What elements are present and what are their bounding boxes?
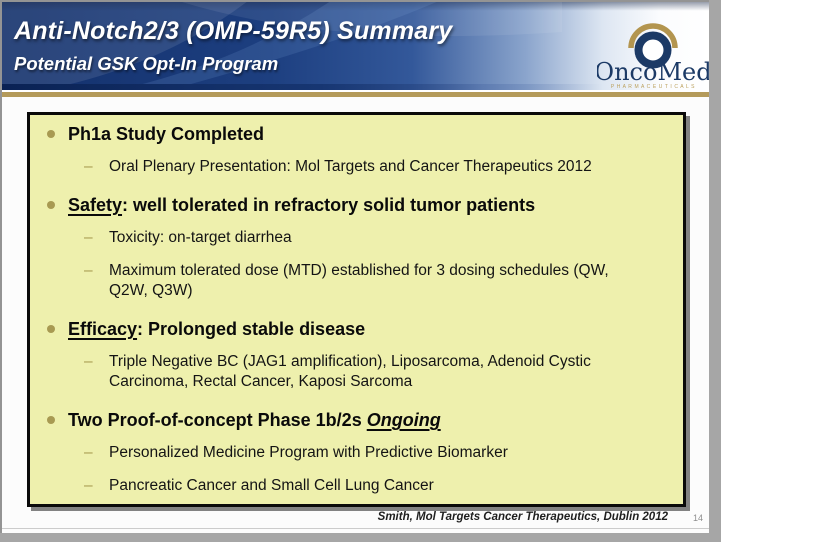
sub-bullet-text: Oral Plenary Presentation: Mol Targets a… [109, 158, 592, 175]
dash-icon: – [84, 477, 93, 494]
slide-bottom-rule [2, 528, 709, 529]
sub-bullet-text: Triple Negative BC (JAG1 amplification),… [109, 353, 591, 390]
frame-bar-right [709, 0, 721, 542]
sub-bullet-mtd: – Maximum tolerated dose (MTD) establish… [84, 261, 675, 301]
header-bottom-strip [2, 84, 709, 90]
main-bullet-text: Two Proof-of-concept Phase 1b/2s Ongoing [68, 410, 441, 430]
header-divider-line [2, 90, 709, 92]
dash-icon: – [84, 262, 93, 279]
logo-ring-icon [634, 31, 672, 69]
sub-bullet-tumor-types: – Triple Negative BC (JAG1 amplification… [84, 352, 675, 392]
dash-icon: – [84, 229, 93, 246]
logo-tagline: P H A R M A C E U T I C A L S [611, 84, 695, 90]
logo-wordmark: OncoMed [597, 58, 709, 86]
sub-bullet-pancreatic-sclc: – Pancreatic Cancer and Small Cell Lung … [84, 476, 675, 496]
sub-bullet-toxicity: – Toxicity: on-target diarrhea [84, 228, 675, 248]
dash-icon: – [84, 444, 93, 461]
slide-title: Anti-Notch2/3 (OMP-59R5) Summary [14, 17, 453, 45]
bullet-dot-icon [47, 416, 55, 424]
bullet-dot-icon [47, 130, 55, 138]
slide-subtitle: Potential GSK Opt-In Program [14, 53, 279, 74]
main-bullet-ph1a: Ph1a Study Completed [44, 123, 675, 146]
sub-bullet-oral-plenary: – Oral Plenary Presentation: Mol Targets… [84, 157, 675, 177]
frame-bar-bottom [0, 533, 721, 542]
bullet-dot-icon [47, 325, 55, 333]
sub-bullet-text: Maximum tolerated dose (MTD) established… [109, 262, 609, 299]
footer-citation: Smith, Mol Targets Cancer Therapeutics, … [377, 511, 668, 523]
dash-icon: – [84, 353, 93, 370]
main-bullet-efficacy: Efficacy: Prolonged stable disease [44, 318, 675, 341]
slide-frame: Anti-Notch2/3 (OMP-59R5) Summary Potenti… [2, 2, 709, 533]
slide-footer: Smith, Mol Targets Cancer Therapeutics, … [2, 511, 709, 529]
content-panel: Ph1a Study Completed – Oral Plenary Pres… [27, 112, 686, 507]
main-bullet-text: Ph1a Study Completed [68, 124, 265, 144]
header-swoosh-decoration [2, 2, 562, 90]
page-number: 14 [692, 513, 703, 523]
main-bullet-safety: Safety: well tolerated in refractory sol… [44, 194, 675, 217]
oncomed-logo: OncoMed P H A R M A C E U T I C A L S [597, 23, 709, 90]
sub-bullet-text: Pancreatic Cancer and Small Cell Lung Ca… [109, 477, 434, 494]
logo-arc-icon [628, 23, 678, 49]
header-band: Anti-Notch2/3 (OMP-59R5) Summary Potenti… [2, 2, 709, 90]
dash-icon: – [84, 158, 93, 175]
main-bullet-text: Safety: well tolerated in refractory sol… [68, 195, 536, 215]
sub-bullet-text: Toxicity: on-target diarrhea [109, 229, 292, 246]
sub-bullet-personalized-medicine: – Personalized Medicine Program with Pre… [84, 443, 675, 463]
bullet-dot-icon [47, 201, 55, 209]
main-bullet-text: Efficacy: Prolonged stable disease [68, 319, 366, 339]
frame-edge-top [0, 0, 709, 2]
main-bullet-poc: Two Proof-of-concept Phase 1b/2s Ongoing [44, 409, 675, 432]
gold-stripe [2, 92, 709, 97]
sub-bullet-text: Personalized Medicine Program with Predi… [109, 444, 508, 461]
frame-edge-left [0, 0, 2, 533]
